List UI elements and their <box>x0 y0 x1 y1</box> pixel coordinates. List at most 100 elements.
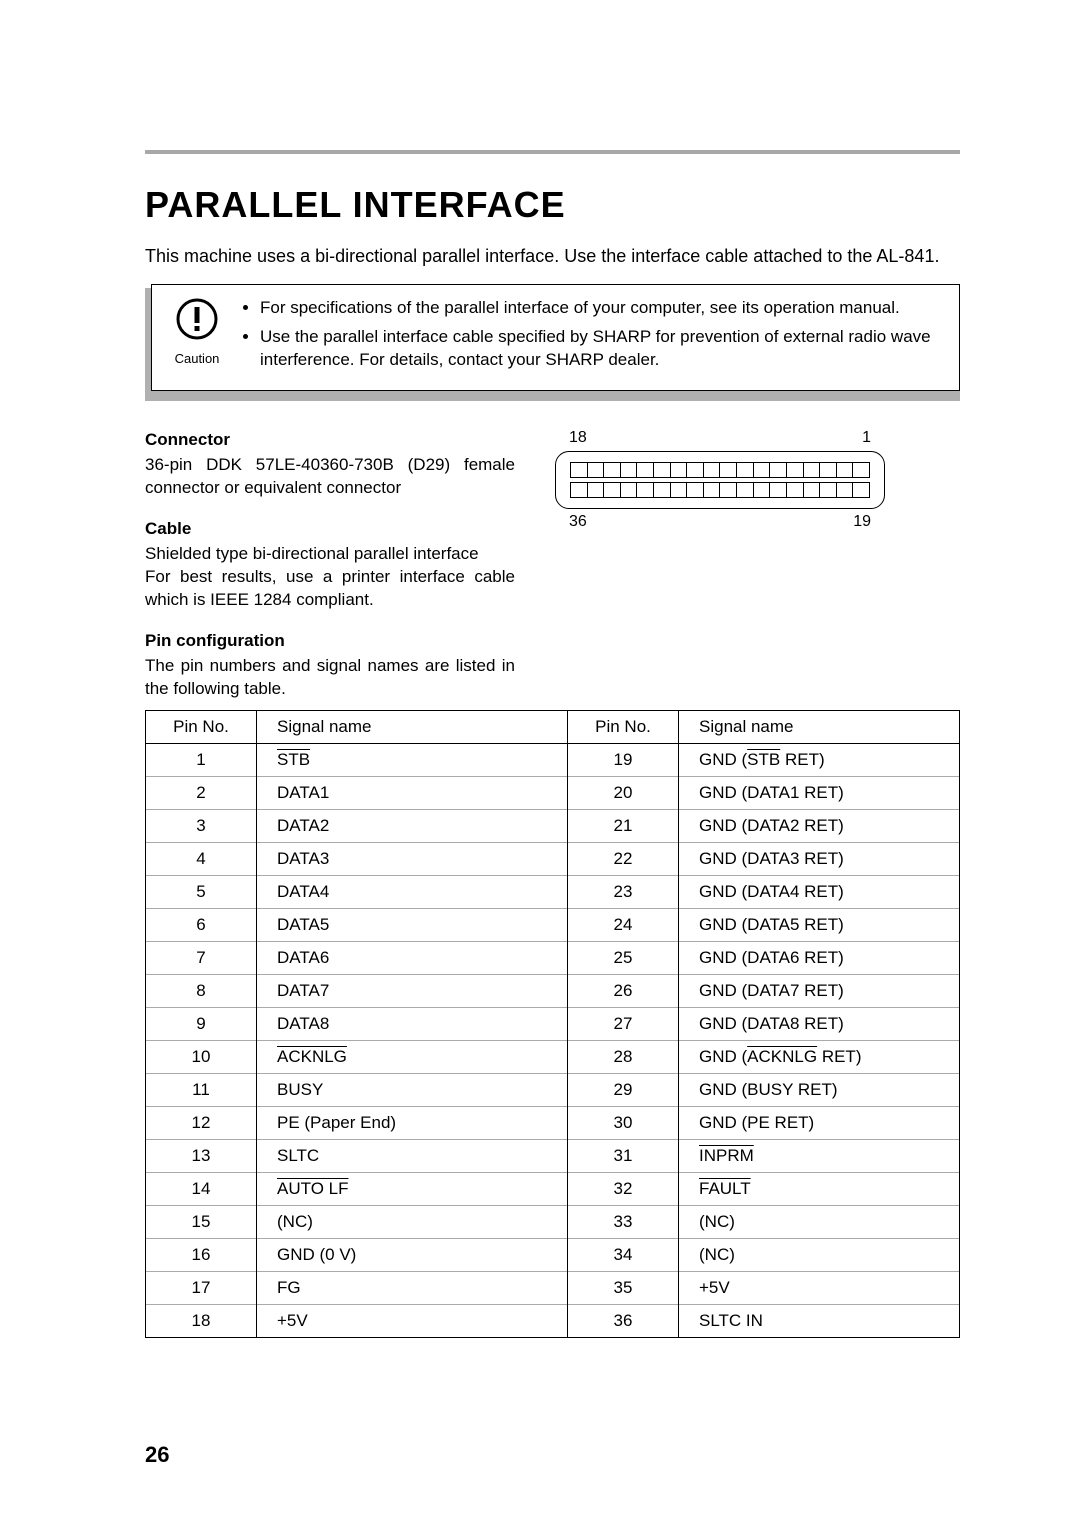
connector-diagram: 18 1 36 19 <box>555 429 885 531</box>
table-row: 17FG35+5V <box>146 1272 960 1305</box>
pin-number-cell: 35 <box>568 1272 679 1305</box>
pin-number-cell: 36 <box>568 1305 679 1338</box>
pin-number-cell: 30 <box>568 1107 679 1140</box>
pin-number-cell: 5 <box>146 876 257 909</box>
signal-name-cell: GND (DATA3 RET) <box>679 843 960 876</box>
signal-name-cell: GND (ACKNLG RET) <box>679 1041 960 1074</box>
signal-name-cell: GND (DATA4 RET) <box>679 876 960 909</box>
diagram-label-top-left: 18 <box>569 429 587 447</box>
table-row: 13SLTC31INPRM <box>146 1140 960 1173</box>
pin-number-cell: 32 <box>568 1173 679 1206</box>
table-row: 9DATA827GND (DATA8 RET) <box>146 1008 960 1041</box>
pinconf-heading: Pin configuration <box>145 630 515 653</box>
table-header: Pin No. <box>146 711 257 744</box>
table-row: 5DATA423GND (DATA4 RET) <box>146 876 960 909</box>
signal-name-cell: DATA4 <box>257 876 568 909</box>
pin-number-cell: 17 <box>146 1272 257 1305</box>
signal-name-cell: SLTC IN <box>679 1305 960 1338</box>
connector-pin <box>687 483 704 497</box>
pin-number-cell: 25 <box>568 942 679 975</box>
signal-name-cell: GND (DATA5 RET) <box>679 909 960 942</box>
signal-name-cell: GND (DATA8 RET) <box>679 1008 960 1041</box>
signal-name-cell: GND (DATA2 RET) <box>679 810 960 843</box>
table-header: Pin No. <box>568 711 679 744</box>
pin-number-cell: 22 <box>568 843 679 876</box>
pin-number-cell: 21 <box>568 810 679 843</box>
connector-pin <box>770 463 787 477</box>
pin-number-cell: 12 <box>146 1107 257 1140</box>
connector-pin <box>571 463 588 477</box>
connector-pin <box>804 483 821 497</box>
connector-pin <box>737 483 754 497</box>
table-row: 14AUTO LF32FAULT <box>146 1173 960 1206</box>
signal-name-cell: GND (DATA7 RET) <box>679 975 960 1008</box>
signal-name-cell: STB <box>257 744 568 777</box>
table-row: 4DATA322GND (DATA3 RET) <box>146 843 960 876</box>
connector-pin <box>654 463 671 477</box>
signal-name-cell: GND (STB RET) <box>679 744 960 777</box>
page-number: 26 <box>145 1442 169 1468</box>
pin-number-cell: 15 <box>146 1206 257 1239</box>
connector-pin <box>837 463 854 477</box>
connector-pin <box>820 463 837 477</box>
pin-number-cell: 14 <box>146 1173 257 1206</box>
diagram-label-bot-left: 36 <box>569 513 587 531</box>
connector-pin <box>588 483 605 497</box>
table-row: 7DATA625GND (DATA6 RET) <box>146 942 960 975</box>
connector-pin <box>621 483 638 497</box>
signal-name-cell: FAULT <box>679 1173 960 1206</box>
pin-number-cell: 18 <box>146 1305 257 1338</box>
signal-name-cell: DATA7 <box>257 975 568 1008</box>
signal-name-cell: BUSY <box>257 1074 568 1107</box>
signal-name-cell: GND (DATA6 RET) <box>679 942 960 975</box>
signal-name-cell: GND (PE RET) <box>679 1107 960 1140</box>
pin-number-cell: 28 <box>568 1041 679 1074</box>
diagram-label-bot-right: 19 <box>853 513 871 531</box>
signal-name-cell: +5V <box>679 1272 960 1305</box>
connector-pin <box>687 463 704 477</box>
connector-pin <box>853 483 869 497</box>
pin-number-cell: 1 <box>146 744 257 777</box>
connector-pin <box>787 483 804 497</box>
page-title: PARALLEL INTERFACE <box>145 184 960 226</box>
connector-pin <box>671 483 688 497</box>
connector-pin <box>704 463 721 477</box>
signal-name-cell: GND (BUSY RET) <box>679 1074 960 1107</box>
table-row: 12PE (Paper End)30GND (PE RET) <box>146 1107 960 1140</box>
connector-pin <box>770 483 787 497</box>
pin-number-cell: 8 <box>146 975 257 1008</box>
cable-heading: Cable <box>145 518 515 541</box>
pin-row <box>570 482 870 498</box>
table-row: 15(NC)33(NC) <box>146 1206 960 1239</box>
connector-body: 36-pin DDK 57LE-40360-730B (D29) female … <box>145 454 515 500</box>
connector-pin <box>837 483 854 497</box>
pin-number-cell: 4 <box>146 843 257 876</box>
connector-heading: Connector <box>145 429 515 452</box>
signal-name-cell: (NC) <box>679 1239 960 1272</box>
page: 5 Appendix PARALLEL INTERFACE This machi… <box>0 0 1080 1528</box>
signal-name-cell: +5V <box>257 1305 568 1338</box>
pin-number-cell: 6 <box>146 909 257 942</box>
connector-pin <box>654 483 671 497</box>
cable-body: Shielded type bi-directional parallel in… <box>145 543 515 612</box>
pin-number-cell: 34 <box>568 1239 679 1272</box>
signal-name-cell: (NC) <box>679 1206 960 1239</box>
caution-label: Caution <box>162 350 232 368</box>
table-row: 6DATA524GND (DATA5 RET) <box>146 909 960 942</box>
connector-pin <box>571 483 588 497</box>
pin-row <box>570 462 870 478</box>
pin-table: Pin No. Signal name Pin No. Signal name … <box>145 710 960 1338</box>
table-row: 3DATA221GND (DATA2 RET) <box>146 810 960 843</box>
top-rule <box>145 150 960 154</box>
caution-list: For specifications of the parallel inter… <box>242 297 943 372</box>
connector-pin <box>853 463 869 477</box>
pin-number-cell: 10 <box>146 1041 257 1074</box>
pin-number-cell: 7 <box>146 942 257 975</box>
pinconf-body: The pin numbers and signal names are lis… <box>145 655 515 701</box>
connector-pin <box>787 463 804 477</box>
pin-number-cell: 13 <box>146 1140 257 1173</box>
pin-number-cell: 29 <box>568 1074 679 1107</box>
connector-pin <box>671 463 688 477</box>
connector-pin <box>720 483 737 497</box>
signal-name-cell: SLTC <box>257 1140 568 1173</box>
